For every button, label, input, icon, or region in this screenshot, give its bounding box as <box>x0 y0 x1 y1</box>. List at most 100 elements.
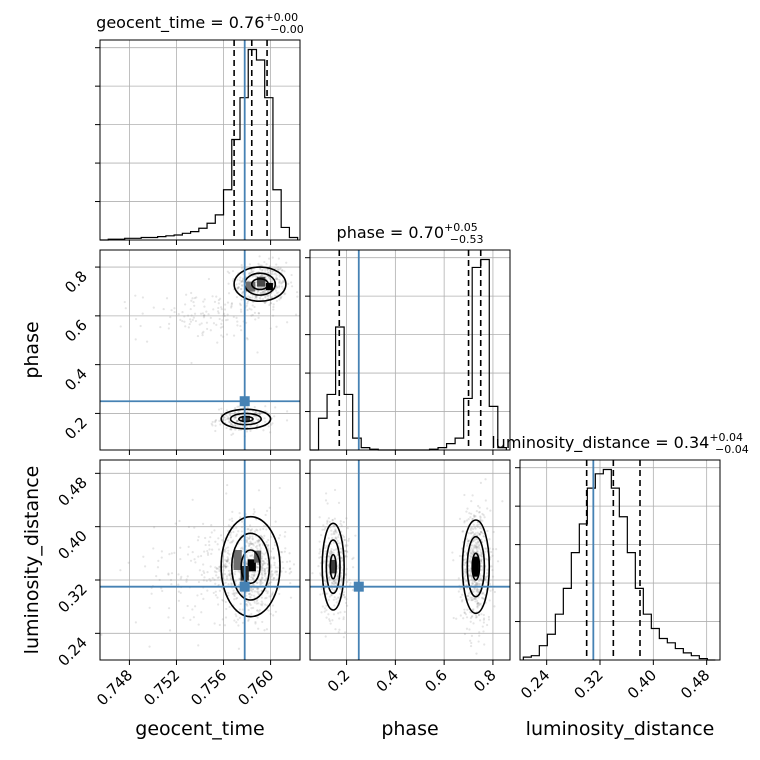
sample-point <box>474 532 477 535</box>
sample-point <box>288 572 291 575</box>
sample-point <box>257 290 260 293</box>
sample-point <box>227 573 230 576</box>
sample-point <box>257 418 260 422</box>
sample-point <box>476 541 480 544</box>
sample-point <box>214 429 217 433</box>
sample-point <box>482 617 486 620</box>
sample-point <box>275 277 279 280</box>
sample-point <box>263 301 267 304</box>
sample-point <box>485 581 488 584</box>
sample-point <box>275 276 278 279</box>
sample-point <box>334 537 337 540</box>
sample-point <box>267 582 270 585</box>
sample-point <box>145 340 149 343</box>
sample-point <box>251 296 254 299</box>
sample-point <box>260 573 263 576</box>
sample-point <box>479 481 482 484</box>
sample-point <box>249 584 252 587</box>
sample-point <box>258 412 261 415</box>
sample-point <box>280 570 283 573</box>
sample-point <box>250 589 253 592</box>
sample-point <box>342 636 345 639</box>
sample-point <box>253 311 257 314</box>
sample-point <box>246 300 250 303</box>
sample-point <box>469 552 472 555</box>
sample-point <box>463 608 466 611</box>
sample-point <box>264 572 267 575</box>
sample-point <box>218 297 222 300</box>
sample-point <box>482 630 485 633</box>
sample-point <box>208 548 211 551</box>
sample-point <box>248 535 251 538</box>
sample-point <box>227 417 230 420</box>
sample-point <box>264 597 267 600</box>
sample-point <box>228 413 231 416</box>
sample-point <box>268 277 271 280</box>
sample-point <box>322 524 325 527</box>
sample-point <box>226 313 229 316</box>
sample-point <box>185 580 188 583</box>
sample-point <box>480 579 483 582</box>
sample-point <box>224 550 227 553</box>
sample-point <box>255 417 258 421</box>
sample-point <box>247 592 251 595</box>
sample-point <box>471 588 474 591</box>
sample-point <box>463 563 466 566</box>
sample-point <box>256 587 259 590</box>
sample-point <box>253 274 256 277</box>
sample-point <box>337 501 341 504</box>
title-upper-error: +0.04 <box>709 431 743 444</box>
sample-point <box>227 524 230 527</box>
sample-point <box>469 557 472 561</box>
title-luminosity_distance: luminosity_distance = 0.34+0.04 −0.04 <box>491 431 749 456</box>
sample-point <box>478 510 481 514</box>
sample-point <box>274 520 277 523</box>
sample-point <box>261 563 264 566</box>
sample-point <box>192 316 195 319</box>
sample-point <box>269 557 272 560</box>
sample-point <box>249 524 252 527</box>
contour-level <box>461 519 491 615</box>
sample-point <box>492 548 495 551</box>
panel-frame <box>99 459 301 661</box>
sample-point <box>471 517 474 521</box>
sample-point <box>197 555 200 558</box>
sample-point <box>266 559 269 562</box>
sample-point <box>274 406 277 409</box>
sample-point <box>191 498 194 501</box>
sample-point <box>189 618 192 621</box>
sample-point <box>231 519 234 523</box>
sample-point <box>484 547 487 550</box>
sample-point <box>334 578 337 581</box>
sample-point <box>476 602 480 605</box>
diagonal-panel-luminosity_distance: 0.24 0.32 0.40 0.48luminosity_distancelumin… <box>491 431 749 740</box>
sample-point <box>160 550 163 553</box>
contour-level <box>233 266 287 303</box>
title-geocent_time: geocent_time = 0.76+0.00 −0.00 <box>96 11 304 36</box>
sample-point <box>464 613 467 616</box>
sample-point <box>260 567 263 570</box>
sample-point <box>229 414 232 417</box>
sample-point <box>201 332 204 335</box>
sample-point <box>473 515 476 519</box>
sample-point <box>306 557 308 559</box>
sample-point <box>261 552 264 555</box>
sample-point <box>216 576 219 579</box>
sample-point <box>167 616 170 619</box>
sample-point <box>248 537 251 541</box>
sample-point <box>338 547 341 550</box>
sample-point <box>283 293 286 296</box>
sample-point <box>246 302 249 305</box>
sample-point <box>294 313 298 316</box>
sample-point <box>266 295 269 298</box>
sample-point <box>473 580 476 583</box>
sample-point <box>252 270 255 273</box>
sample-point <box>197 580 201 584</box>
sample-point <box>209 536 212 539</box>
contour-level <box>238 415 254 423</box>
title-upper-error: +0.05 <box>444 221 478 234</box>
sample-point <box>474 546 477 550</box>
sample-point <box>256 609 259 612</box>
sample-point <box>326 522 329 525</box>
sample-point <box>225 560 228 563</box>
